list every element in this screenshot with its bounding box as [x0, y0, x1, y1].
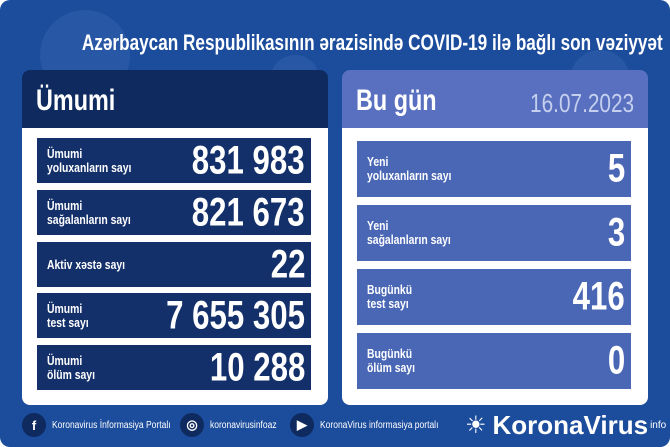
today-header: Bu gün 16.07.2023	[342, 70, 648, 130]
stat-row: Yeni yoluxanların sayı 5	[357, 141, 631, 197]
stat-row: Aktiv xəstə sayı 22	[37, 242, 311, 287]
total-header: Ümumi	[22, 70, 328, 130]
sun-icon: ☀	[465, 412, 487, 439]
youtube-icon: ▶	[290, 413, 314, 437]
instagram-icon: ◎	[180, 413, 204, 437]
stat-row: Ümumi ölüm sayı 10 288	[37, 345, 311, 390]
youtube-link[interactable]: ▶ KoronaVirus informasiya portalı	[290, 410, 459, 440]
instagram-link[interactable]: ◎ koronavirusinfoaz	[180, 410, 288, 440]
today-panel: Yeni yoluxanların sayı 5 Yeni sağalanları…	[342, 128, 648, 405]
stat-row: Ümumi sağalanların sayı 821 673	[37, 190, 311, 235]
stat-row: Yeni sağalanların sayı 3	[357, 205, 631, 261]
date: 16.07.2023	[529, 88, 634, 118]
stat-row: Bugünkü ölüm sayı 0	[357, 333, 631, 389]
stat-row: Ümumi yoluxanların sayı 831 983	[37, 138, 311, 183]
facebook-icon: f	[22, 413, 46, 437]
page-title: Azərbaycan Respublikasının ərazisində CO…	[81, 30, 663, 55]
stat-row: Bugünkü test sayı 416	[357, 269, 631, 325]
stat-row: Ümumi test sayı 7 655 305	[37, 293, 311, 338]
facebook-link[interactable]: f Koronavirus İnformasiya Portalı	[22, 410, 192, 440]
koronavirus-logo: ☀ KoronaVirus info	[465, 410, 667, 440]
total-panel: Ümumi yoluxanların sayı 831 983 Ümumi sağ…	[22, 128, 328, 405]
